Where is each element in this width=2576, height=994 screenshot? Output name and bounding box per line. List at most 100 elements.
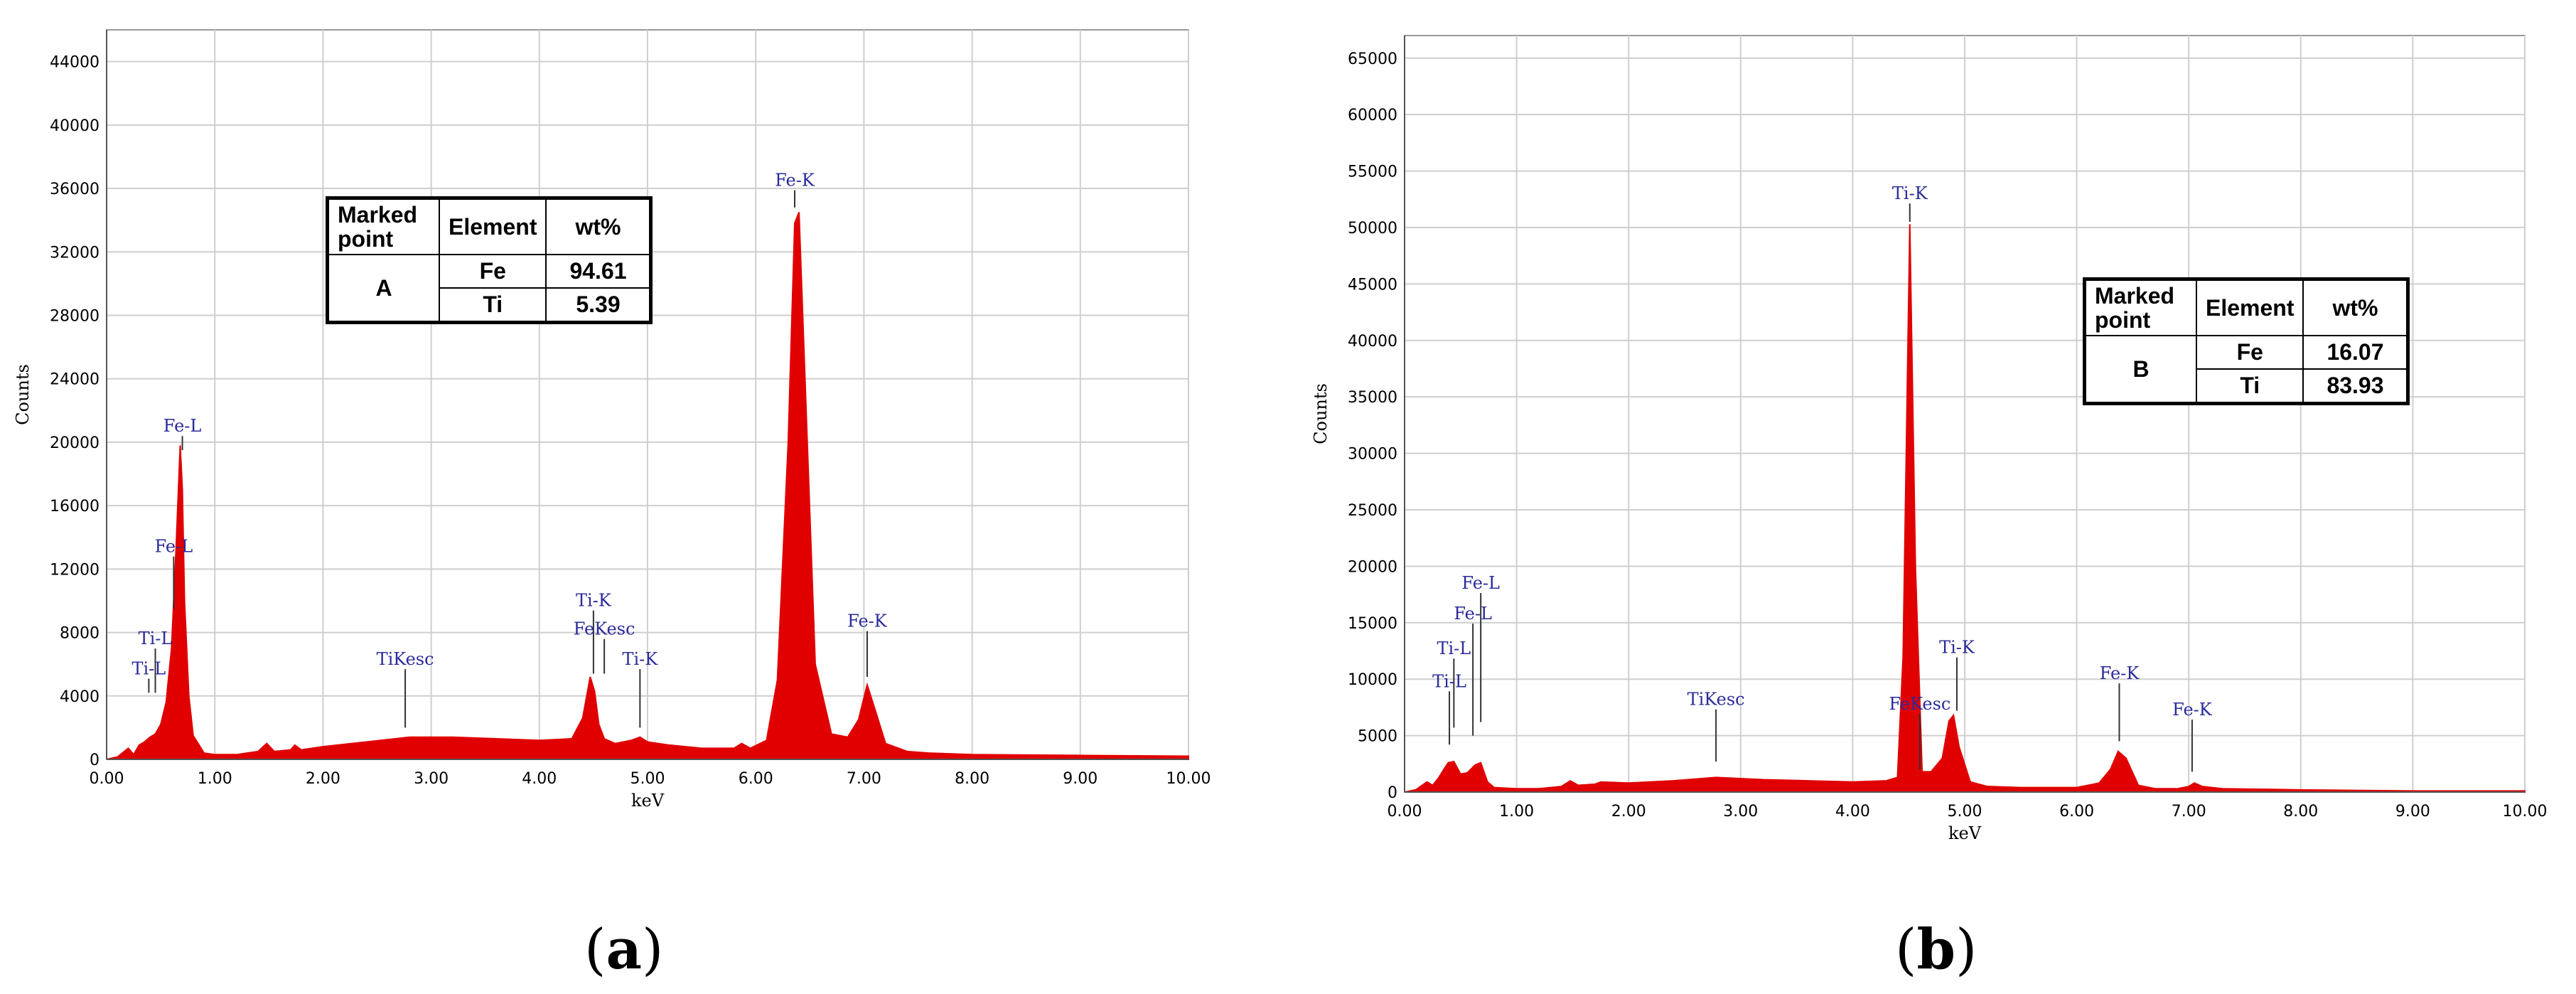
peak-label: FeKesc bbox=[574, 619, 635, 639]
table-header-marked-point: Marked point bbox=[2083, 278, 2197, 336]
y-tick-label: 36000 bbox=[50, 181, 100, 198]
peak-label: Ti-K bbox=[622, 649, 658, 669]
y-tick-label: 32000 bbox=[50, 244, 100, 262]
table-marked-point-value: B bbox=[2083, 335, 2197, 405]
x-axis-label: keV bbox=[1948, 823, 1982, 843]
x-tick-label: 4.00 bbox=[522, 770, 557, 788]
peak-label: Fe-K bbox=[2172, 700, 2213, 720]
x-tick-label: 6.00 bbox=[739, 770, 773, 788]
x-tick-label: 8.00 bbox=[955, 770, 989, 788]
y-tick-label: 20000 bbox=[1348, 558, 1397, 576]
composition-table-a: Marked point Element wt% A Fe 94.61 Ti 5… bbox=[326, 196, 653, 324]
x-axis-label: keV bbox=[631, 791, 665, 811]
peak-label: Ti-K bbox=[1892, 183, 1928, 203]
y-tick-label: 35000 bbox=[1348, 389, 1397, 407]
panel-label-a: a bbox=[606, 917, 642, 982]
x-tick-label: 1.00 bbox=[1499, 803, 1534, 821]
peak-label: Ti-L bbox=[132, 658, 166, 678]
table-wt-cell: 94.61 bbox=[545, 254, 652, 289]
y-tick-label: 44000 bbox=[50, 54, 100, 72]
y-tick-label: 0 bbox=[1388, 784, 1397, 802]
chart-panel-b: 0.00 1.00 2.00 3.00 4.00 5.00 6.00 7.00 8.00 9.00… bbox=[1288, 0, 2576, 994]
peak-label: Ti-K bbox=[576, 591, 612, 611]
peak-label: Ti-L bbox=[1437, 638, 1471, 658]
x-tick-label: 9.00 bbox=[1063, 770, 1098, 788]
x-tick-label: 2.00 bbox=[306, 770, 340, 788]
y-tick-label: 20000 bbox=[50, 434, 100, 452]
x-tick-label: 0.00 bbox=[90, 770, 124, 788]
y-tick-label: 28000 bbox=[50, 307, 100, 325]
spectrum-area bbox=[1404, 224, 2526, 793]
table-header-marked-point: Marked point bbox=[326, 197, 440, 255]
table-header-wt: wt% bbox=[545, 197, 652, 255]
peak-label: Fe-K bbox=[847, 611, 888, 631]
x-tick-label: 7.00 bbox=[2172, 803, 2206, 821]
y-tick-label: 0 bbox=[90, 752, 100, 769]
x-tick-label: 10.00 bbox=[2503, 803, 2548, 821]
table-header-element: Element bbox=[438, 197, 547, 255]
x-tick-label: 10.00 bbox=[1166, 770, 1211, 788]
x-tick-label: 2.00 bbox=[1611, 803, 1646, 821]
eds-spectrum-chart-a: 0.00 1.00 2.00 3.00 4.00 5.00 6.00 7.00 8.00 9.00… bbox=[13, 29, 1211, 811]
peak-label: TiKesc bbox=[377, 649, 434, 669]
x-tick-label: 3.00 bbox=[414, 770, 449, 788]
y-tick-label: 60000 bbox=[1348, 107, 1397, 124]
x-tick-label: 4.00 bbox=[1835, 803, 1870, 821]
x-tick-label: 5.00 bbox=[1948, 803, 1982, 821]
peak-label: Fe-L bbox=[1454, 604, 1492, 624]
x-tick-label: 6.00 bbox=[2059, 803, 2094, 821]
chart-panel-a: 0.00 1.00 2.00 3.00 4.00 5.00 6.00 7.00 8.00 9.00… bbox=[0, 0, 1279, 994]
table-header-element: Element bbox=[2195, 278, 2304, 336]
y-tick-label: 40000 bbox=[1348, 333, 1397, 351]
peak-label: Fe-K bbox=[2100, 663, 2140, 683]
x-tick-label: 0.00 bbox=[1388, 803, 1422, 821]
spectrum-area bbox=[106, 212, 1189, 760]
y-axis-label: Counts bbox=[1311, 383, 1331, 444]
y-tick-label: 15000 bbox=[1348, 615, 1397, 633]
x-tick-label: 3.00 bbox=[1723, 803, 1758, 821]
peak-label: Fe-L bbox=[1461, 573, 1500, 593]
y-tick-label: 8000 bbox=[60, 625, 100, 643]
table-marked-point-value: A bbox=[326, 254, 440, 324]
y-tick-label: 24000 bbox=[50, 371, 100, 389]
peak-label: Fe-L bbox=[163, 416, 202, 436]
y-tick-label: 4000 bbox=[60, 688, 100, 706]
panel-caption-a: (a) bbox=[584, 917, 664, 982]
y-tick-label: 16000 bbox=[50, 498, 100, 515]
y-tick-label: 30000 bbox=[1348, 446, 1397, 464]
y-tick-label: 45000 bbox=[1348, 276, 1397, 294]
y-tick-label: 65000 bbox=[1348, 50, 1397, 68]
composition-table-b: Marked point Element wt% B Fe 16.07 Ti 8… bbox=[2083, 277, 2410, 405]
peak-label: Ti-L bbox=[139, 629, 173, 648]
peak-label: Ti-L bbox=[1432, 671, 1466, 691]
x-tick-label: 5.00 bbox=[630, 770, 665, 788]
table-element-cell: Ti bbox=[2195, 368, 2304, 405]
table-header-wt: wt% bbox=[2302, 278, 2409, 336]
table-element-cell: Ti bbox=[438, 287, 547, 324]
peak-label: Ti-K bbox=[1939, 638, 1975, 658]
peak-label: Fe-L bbox=[155, 537, 193, 557]
y-tick-label: 5000 bbox=[1358, 728, 1397, 746]
x-tick-label: 8.00 bbox=[2283, 803, 2318, 821]
x-tick-label: 1.00 bbox=[198, 770, 232, 788]
y-tick-label: 25000 bbox=[1348, 502, 1397, 520]
y-tick-label: 50000 bbox=[1348, 220, 1397, 237]
eds-spectrum-chart-b: 0.00 1.00 2.00 3.00 4.00 5.00 6.00 7.00 8.00 9.00… bbox=[1311, 35, 2548, 843]
peak-label: FeKesc bbox=[1889, 694, 1951, 714]
x-tick-label: 9.00 bbox=[2395, 803, 2430, 821]
x-tick-label: 7.00 bbox=[847, 770, 881, 788]
y-tick-label: 10000 bbox=[1348, 671, 1397, 689]
y-axis-label: Counts bbox=[13, 364, 33, 425]
table-wt-cell: 5.39 bbox=[545, 287, 652, 324]
y-tick-label: 40000 bbox=[50, 117, 100, 135]
panel-label-b: b bbox=[1916, 917, 1955, 982]
panel-caption-b: (b) bbox=[1895, 917, 1977, 982]
table-wt-cell: 83.93 bbox=[2302, 368, 2409, 405]
table-element-cell: Fe bbox=[438, 254, 547, 289]
y-tick-label: 12000 bbox=[50, 561, 100, 579]
table-element-cell: Fe bbox=[2195, 335, 2304, 370]
y-tick-label: 55000 bbox=[1348, 164, 1397, 181]
peak-label: Fe-K bbox=[775, 171, 815, 191]
table-wt-cell: 16.07 bbox=[2302, 335, 2409, 370]
peak-label: TiKesc bbox=[1687, 690, 1745, 710]
